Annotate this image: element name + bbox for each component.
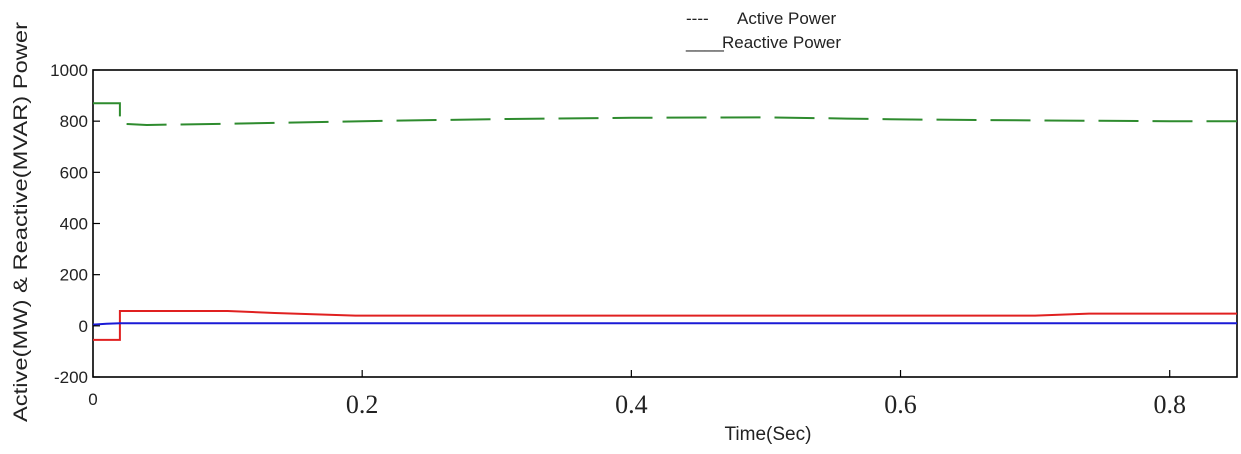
legend-label-1: Reactive Power (722, 33, 841, 52)
series-line-1 (93, 310, 1237, 341)
y-tick-label: 0 (79, 317, 88, 336)
x-tick-label: 0.4 (615, 390, 648, 419)
x-tick-label: 0.2 (346, 390, 379, 419)
y-tick-label: 600 (60, 163, 88, 182)
y-tick-label: 200 (60, 266, 88, 285)
legend-marker-0: ---- (686, 9, 709, 28)
legend-marker-1: ____ (685, 33, 724, 52)
plot-frame (92, 69, 1238, 378)
x-tick-label: 0.6 (884, 390, 917, 419)
x-tick-label: 0 (88, 390, 97, 409)
y-tick-label: 1000 (50, 61, 88, 80)
x-axis-label: Time(Sec) (725, 424, 812, 445)
y-axis-label: Active(MW) & Reactive(MVAR) Power (11, 21, 32, 422)
series-line-2 (92, 322, 1237, 326)
y-tick-label: -200 (54, 368, 88, 387)
legend: ---- Active Power ____Reactive Power (685, 9, 841, 52)
y-tick-label: 400 (60, 215, 88, 234)
x-tick-label: 0.8 (1153, 390, 1186, 419)
y-tick-label: 800 (60, 112, 88, 131)
series-layer (92, 102, 1237, 341)
legend-label-0: Active Power (737, 9, 837, 28)
series-line-0 (93, 102, 1237, 127)
